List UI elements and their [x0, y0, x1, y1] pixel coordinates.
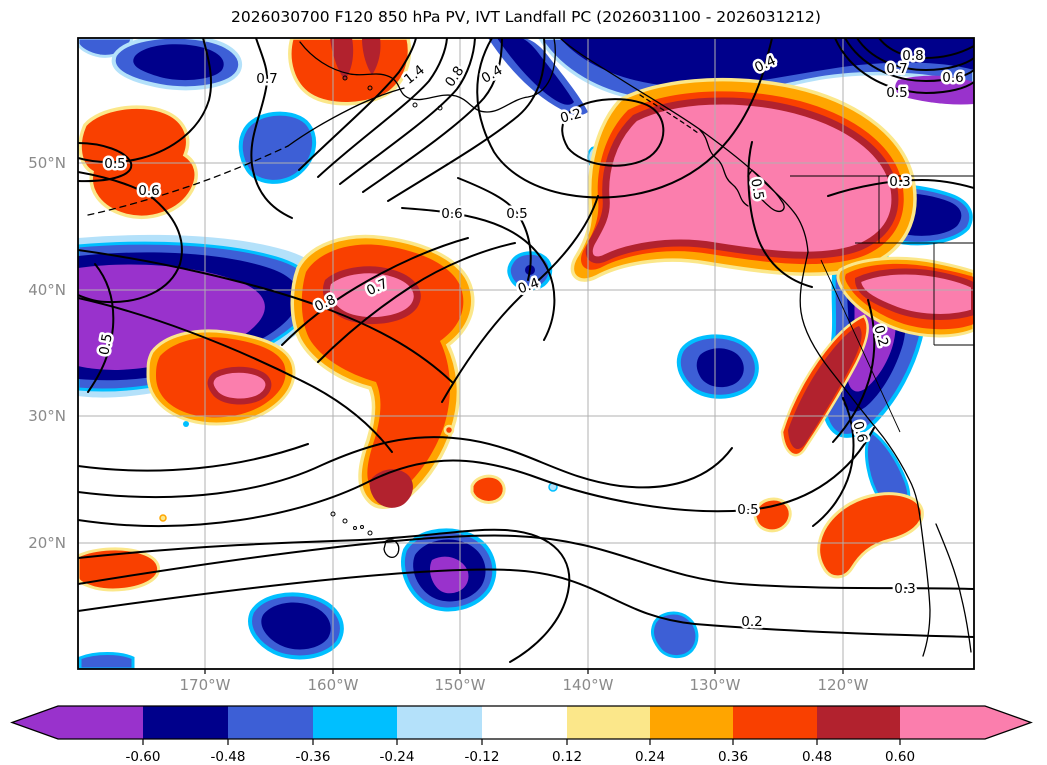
y-axis-tick-label: 20°N: [28, 534, 66, 552]
x-axis-tick-label: 130°W: [690, 676, 741, 694]
chart-title: 2026030700 F120 850 hPa PV, IVT Landfall…: [231, 8, 821, 26]
positive-region: [445, 426, 453, 434]
x-axis-tick-label: 160°W: [308, 676, 359, 694]
positive-region: [78, 549, 159, 590]
colorbar-cell: [313, 706, 397, 739]
contour-label: 0.5: [506, 206, 527, 222]
colorbar: -0.60 -0.48 -0.36 -0.24 -0.12 0.12 0.24 0.36 0.4…: [12, 706, 1031, 765]
colorbar-cell: [567, 706, 650, 739]
x-axis-tick-label: 150°W: [435, 676, 486, 694]
contour-label: 0.6: [138, 183, 159, 199]
colorbar-cell: [58, 706, 143, 739]
y-axis-tick-label: 30°N: [28, 407, 66, 425]
x-axis-labels: 170°W 160°W 150°W 140°W 130°W 120°W: [180, 676, 869, 694]
contour-label: 0.2: [741, 614, 762, 630]
colorbar-left-arrow: [12, 706, 58, 739]
negative-region: [652, 613, 696, 657]
colorbar-cell: [650, 706, 733, 739]
colorbar-tick-label: -0.36: [296, 749, 331, 765]
colorbar-cell: [817, 706, 900, 739]
colorbar-right-arrow: [985, 706, 1031, 739]
pv-ivt-contour-chart: 2026030700 F120 850 hPa PV, IVT Landfall…: [0, 0, 1047, 765]
negative-region: [80, 654, 133, 670]
positive-region: [160, 515, 166, 521]
contour-label: 0.5: [737, 502, 758, 518]
colorbar-cell: [397, 706, 482, 739]
y-axis-tick-label: 40°N: [28, 281, 66, 299]
positive-region: [472, 476, 504, 502]
contour-label: 0.6: [441, 206, 462, 222]
colorbar-tick-label: 0.48: [802, 749, 832, 765]
contour-label: 0.3: [894, 581, 915, 597]
colorbar-tick-label: -0.12: [465, 749, 500, 765]
colorbar-tick-label: -0.48: [211, 749, 246, 765]
contour-label: 0.6: [942, 70, 963, 86]
contour-label: 0.5: [886, 85, 907, 101]
colorbar-tick-label: 0.12: [552, 749, 582, 765]
colorbar-tick-label: 0.60: [885, 749, 915, 765]
negative-region: [183, 421, 189, 427]
colorbar-tick-label: 0.36: [718, 749, 748, 765]
y-axis-tick-label: 50°N: [28, 154, 66, 172]
colorbar-cell: [482, 706, 567, 739]
x-axis-tick-label: 120°W: [818, 676, 869, 694]
x-axis-tick-label: 170°W: [180, 676, 231, 694]
colorbar-cell: [228, 706, 313, 739]
colorbar-cell: [143, 706, 228, 739]
contour-label: 0.7: [886, 61, 907, 77]
colorbar-cell: [733, 706, 817, 739]
y-axis-labels: 50°N 40°N 30°N 20°N: [28, 154, 66, 552]
colorbar-tick-label: -0.60: [126, 749, 161, 765]
colorbar-cell: [900, 706, 985, 739]
weather-map-figure: 2026030700 F120 850 hPa PV, IVT Landfall…: [0, 0, 1047, 765]
contour-label: 0.5: [104, 156, 125, 172]
contour-label: 0.7: [256, 71, 277, 87]
colorbar-tick-label: 0.24: [635, 749, 665, 765]
positive-region-core: [211, 370, 269, 402]
contour-label: 0.3: [889, 174, 910, 190]
colorbar-tick-label: -0.24: [380, 749, 415, 765]
x-axis-tick-label: 140°W: [563, 676, 614, 694]
